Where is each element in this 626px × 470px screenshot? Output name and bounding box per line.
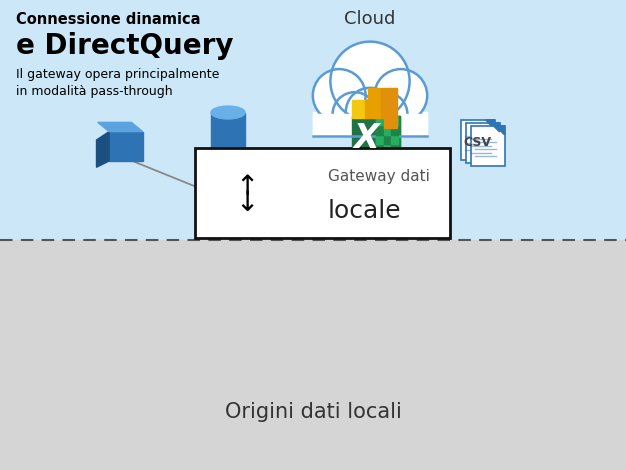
Bar <box>384 145 391 154</box>
Text: X: X <box>354 122 379 155</box>
Bar <box>391 126 398 135</box>
Text: Il gateway opera principalmente
in modalità pass-through: Il gateway opera principalmente in modal… <box>16 68 219 98</box>
Bar <box>211 112 245 167</box>
Bar <box>375 116 400 164</box>
Bar <box>384 136 391 144</box>
FancyBboxPatch shape <box>461 120 495 160</box>
Bar <box>376 136 382 144</box>
Polygon shape <box>98 122 143 132</box>
Text: CSV: CSV <box>463 135 491 149</box>
Bar <box>391 136 398 144</box>
Bar <box>313 114 427 136</box>
Text: Connessione dinamica: Connessione dinamica <box>16 12 200 27</box>
Text: e DirectQuery: e DirectQuery <box>16 32 233 60</box>
Bar <box>384 126 391 135</box>
Circle shape <box>346 88 394 136</box>
FancyBboxPatch shape <box>471 126 505 166</box>
Circle shape <box>331 42 409 121</box>
Bar <box>352 116 400 164</box>
Bar <box>381 88 384 118</box>
Bar <box>391 145 398 154</box>
Text: ↓: ↓ <box>235 189 259 217</box>
Polygon shape <box>490 123 500 132</box>
Polygon shape <box>96 132 109 167</box>
Bar <box>391 155 398 164</box>
Circle shape <box>364 92 408 136</box>
Polygon shape <box>495 126 505 135</box>
Bar <box>313 112 427 136</box>
Text: ↑: ↑ <box>235 173 259 201</box>
Text: Origini dati locali: Origini dati locali <box>225 402 401 422</box>
Bar <box>376 126 382 135</box>
Bar <box>352 100 365 118</box>
Polygon shape <box>485 120 495 129</box>
Bar <box>384 117 391 125</box>
Text: Cloud: Cloud <box>344 10 396 28</box>
Bar <box>376 117 382 125</box>
Bar <box>368 88 381 118</box>
Polygon shape <box>109 132 143 161</box>
Text: locale: locale <box>327 199 401 223</box>
Bar <box>365 100 368 118</box>
Bar <box>391 117 398 125</box>
Bar <box>376 155 382 164</box>
Ellipse shape <box>211 161 245 174</box>
FancyBboxPatch shape <box>466 123 500 163</box>
Text: Gateway dati: Gateway dati <box>327 169 429 184</box>
Circle shape <box>332 92 377 136</box>
Circle shape <box>374 69 427 122</box>
Bar <box>384 88 397 128</box>
Bar <box>376 145 382 154</box>
Bar <box>384 155 391 164</box>
Circle shape <box>313 69 366 122</box>
Ellipse shape <box>211 106 245 119</box>
Bar <box>0 240 626 470</box>
Bar <box>195 148 450 238</box>
